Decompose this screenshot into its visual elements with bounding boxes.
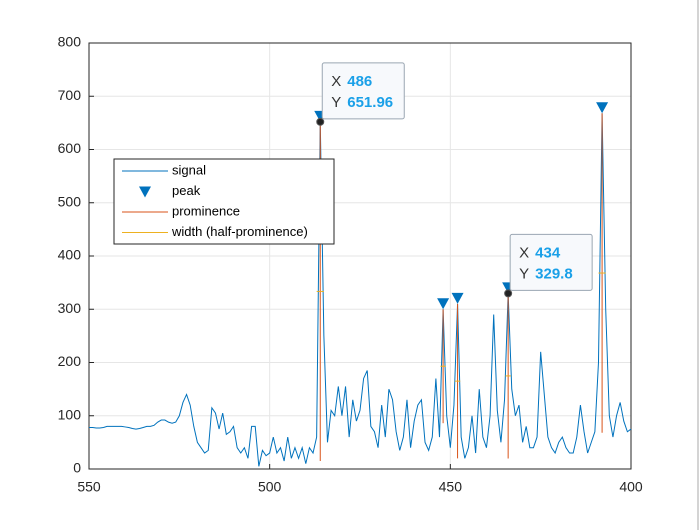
x-tick-label: 400 [619, 479, 643, 495]
legend-box [113, 158, 335, 245]
datatip-y-value: 329.8 [535, 265, 573, 282]
x-tick-label: 500 [258, 479, 282, 495]
datatip-box [321, 62, 405, 120]
y-tick-label: 0 [73, 460, 81, 476]
axes-box [88, 42, 632, 470]
datatip-marker [504, 289, 513, 298]
signal-line [89, 113, 632, 467]
legend-label: signal [172, 162, 206, 177]
datatip-y-value: 651.96 [347, 94, 393, 111]
y-tick-label: 200 [58, 353, 82, 369]
legend-label: width (half-prominence) [171, 224, 308, 239]
y-tick-label: 800 [58, 34, 82, 50]
datatip-y-label: Y [519, 265, 529, 282]
peak-marker [437, 298, 450, 310]
y-tick-label: 600 [58, 140, 82, 156]
datatip-y-label: Y [331, 94, 341, 111]
legend-symbol [139, 186, 151, 198]
peak-marker [596, 102, 609, 114]
datatip-x-label: X [331, 73, 341, 90]
legend-label: peak [172, 183, 201, 198]
y-tick-label: 300 [58, 300, 82, 316]
x-tick-label: 450 [439, 479, 463, 495]
datatip-box [509, 233, 593, 291]
x-tick-label: 550 [77, 479, 101, 495]
y-tick-label: 700 [58, 87, 82, 103]
y-tick-label: 400 [58, 247, 82, 263]
peak-marker [451, 292, 464, 304]
datatip-x-label: X [519, 244, 529, 261]
legend-label: prominence [172, 203, 240, 218]
datatip-x-value: 434 [535, 244, 561, 261]
datatip-marker [316, 117, 325, 126]
y-tick-label: 100 [58, 406, 82, 422]
y-tick-label: 500 [58, 193, 82, 209]
datatip-x-value: 486 [347, 73, 372, 90]
